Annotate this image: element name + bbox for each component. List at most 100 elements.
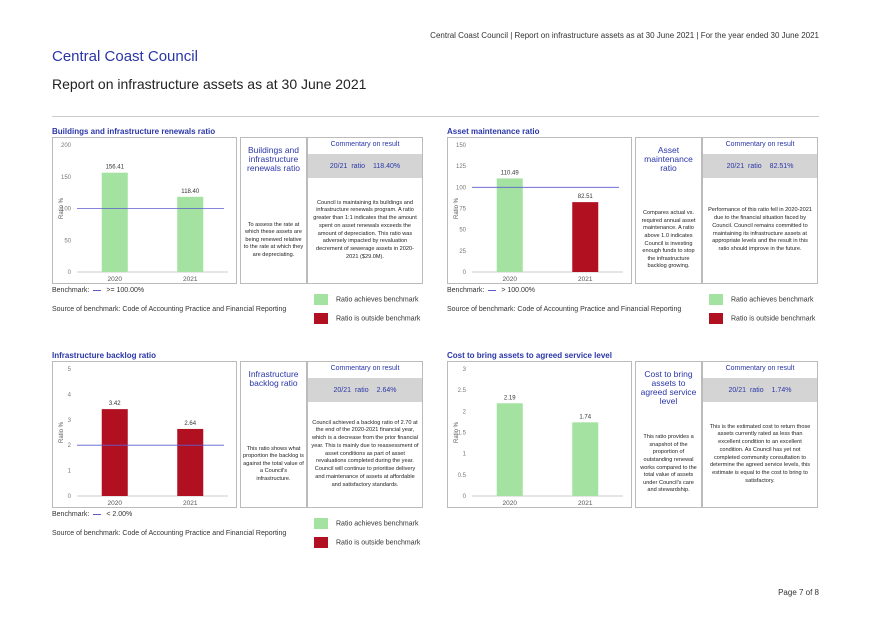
benchmark-value: > 100.00% [501,287,536,294]
legend-label: Ratio is outside benchmark [731,315,816,323]
commentary-heading: Commentary on result [330,365,400,372]
chart-box: 0 1 2 3 4 5 Ratio % 3.42 2020 2.64 2021 [52,361,237,508]
commentary-heading: Commentary on result [330,141,400,148]
y-tick-label: 1 [68,469,72,475]
legend-label: Ratio is outside benchmark [336,539,421,547]
panel-cost-to-bring-assets: Cost to bring assets to agreed service l… [447,351,820,551]
x-tick-label: 2020 [503,500,518,507]
result-value: 82.51% [769,162,794,170]
result-band: 20/21 ratio 82.51% [703,154,817,178]
y-axis-label: Ratio % [454,197,460,219]
x-tick-label: 2021 [578,500,593,507]
y-tick-label: 3 [68,418,72,424]
benchmark-value: >= 100.00% [106,287,145,294]
ratio-name: Infrastructure backlog ratio [248,369,299,388]
panel-maintenance-ratio: Asset maintenance ratio 0 25 50 75 100 125 150… [447,127,820,327]
result-value: 118.40% [372,162,401,170]
commentary-text: Council is maintaining its buildings and… [313,199,417,260]
legend-outside: Ratio is outside benchmark [314,313,420,324]
legend-achieves: Ratio achieves benchmark [314,294,419,305]
chart-box: 0 50 100 150 200 Ratio % 156.41 2020 118.40 2021 [52,137,237,284]
benchmark-line: Benchmark: < 2.00% [52,511,132,518]
bar-2020 [496,403,523,496]
legend-outside: Ratio is outside benchmark [709,313,815,324]
bar-value-label: 110.49 [501,170,520,176]
chart-box: 0 25 50 75 100 125 150 Ratio % 110.49 2020 82.51 20… [447,137,632,284]
bar-value-label: 3.42 [109,401,121,407]
result-label: 20/21 ratio [726,162,762,170]
legend-swatch-achieves [709,294,723,305]
commentary-box: Commentary on result 20/21 ratio 1.74% Th… [702,361,818,508]
ratio-description: Compares actual vs. required annual asse… [641,210,696,270]
result-band: 20/21 ratio 2.64% [308,378,422,402]
y-tick-label: 0 [463,270,467,276]
result-label: 20/21 ratio [329,162,365,170]
y-axis-label: Ratio % [59,197,65,219]
y-tick-label: 1.5 [458,431,467,437]
legend-swatch-outside [314,313,328,324]
bar-value-label: 156.41 [106,165,125,171]
y-tick-label: 100 [456,185,467,191]
benchmark-label: Benchmark: [447,287,485,294]
ratio-description: This ratio shows what proportion the bac… [243,445,304,482]
result-value: 1.74% [771,386,792,394]
y-tick-label: 0 [68,270,72,276]
running-header: Central Coast Council | Report on infras… [430,31,819,40]
y-tick-label: 100 [61,207,72,213]
ratio-name-box: Buildings and infrastructure renewals ra… [240,137,307,284]
benchmark-dash [93,513,102,515]
panel-title: Asset maintenance ratio [447,127,540,136]
legend-label: Ratio achieves benchmark [731,296,814,304]
y-tick-label: 1 [463,452,467,458]
bar-2020 [496,178,523,272]
legend-label: Ratio is outside benchmark [336,315,421,323]
y-tick-label: 200 [61,143,72,149]
x-tick-label: 2020 [503,276,518,283]
y-tick-label: 4 [68,392,72,398]
legend-outside: Ratio is outside benchmark [314,537,420,548]
y-tick-label: 50 [64,238,71,244]
benchmark-line: Benchmark: >= 100.00% [52,287,144,294]
y-axis-label: Ratio % [454,421,460,443]
ratio-name-box: Asset maintenance ratio Compares actual … [635,137,702,284]
result-band: 20/21 ratio 1.74% [703,378,817,402]
ratio-description: This ratio provides a snapshot of the pr… [640,434,697,494]
result-value: 2.64% [376,386,397,394]
legend-swatch-outside [314,537,328,548]
x-tick-label: 2021 [578,276,593,283]
result-label: 20/21 ratio [333,386,369,394]
legend-achieves: Ratio achieves benchmark [314,518,419,529]
ratio-name: Asset maintenance ratio [644,145,693,173]
y-tick-label: 2 [463,409,467,415]
ratio-name-box: Cost to bring assets to agreed service l… [635,361,702,508]
commentary-box: Commentary on result 20/21 ratio 2.64% Co… [307,361,423,508]
legend-label: Ratio achieves benchmark [336,296,419,304]
bar-chart: 0 1 2 3 4 5 Ratio % 3.42 2020 2.64 2021 [59,367,228,507]
y-tick-label: 2.5 [458,388,467,394]
commentary-box: Commentary on result 20/21 ratio 118.40% … [307,137,423,284]
y-tick-label: 125 [456,164,467,170]
commentary-text: This is the estimated cost to return tho… [709,423,811,484]
result-label: 20/21 ratio [728,386,764,394]
panel-title: Buildings and infrastructure renewals ra… [52,127,216,136]
y-tick-label: 0.5 [458,473,467,479]
result-band: 20/21 ratio 118.40% [308,154,422,178]
benchmark-value: < 2.00% [106,511,133,518]
bar-value-label: 1.74 [579,414,591,420]
bar-chart: 0 0.5 1 1.5 2 2.5 3 Ratio % 2.19 2020 1.74 2021 [454,367,623,507]
chart-box: 0 0.5 1 1.5 2 2.5 3 Ratio % 2.19 2020 1.74 2021 [447,361,632,508]
y-tick-label: 150 [456,143,467,149]
commentary-text: Performance of this ratio fell in 2020-2… [708,207,812,252]
benchmark-source: Source of benchmark: Code of Accounting … [52,306,287,313]
header-divider [52,116,819,117]
y-tick-label: 75 [459,207,466,213]
commentary-box: Commentary on result 20/21 ratio 82.51% P… [702,137,818,284]
legend-achieves: Ratio achieves benchmark [709,294,814,305]
benchmark-dash [93,289,102,291]
panel-renewals-ratio: Buildings and infrastructure renewals ra… [52,127,425,327]
bar-value-label: 2.64 [184,421,196,427]
benchmark-label: Benchmark: [52,287,90,294]
panel-title: Cost to bring assets to agreed service l… [447,351,612,360]
benchmark-source: Source of benchmark: Code of Accounting … [447,306,682,313]
organisation-name: Central Coast Council [52,48,198,65]
